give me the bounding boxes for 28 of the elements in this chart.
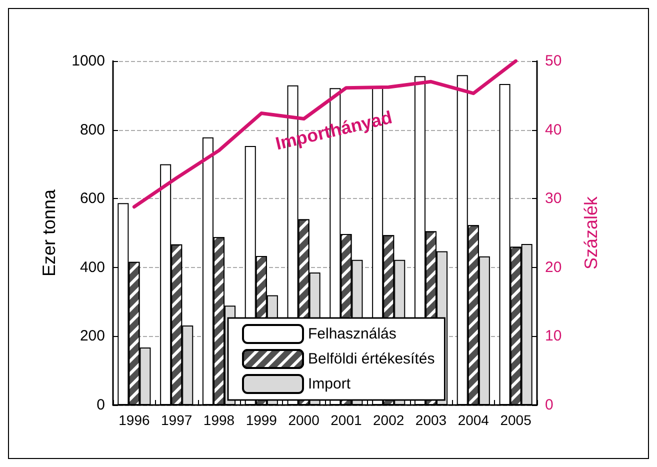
x-tick-label: 1999: [246, 412, 278, 428]
legend-label: Belföldi értékesítés: [308, 350, 435, 368]
x-tick-label: 2005: [500, 412, 532, 428]
x-tick-label: 2003: [415, 412, 447, 428]
y2-tick-label: 20: [545, 258, 562, 276]
x-tick-label: 2001: [330, 412, 362, 428]
legend-label: Felhasználás: [308, 326, 396, 342]
y-tick-label: 200: [80, 328, 105, 345]
y-axis-title: Ezer tonna: [39, 188, 59, 277]
y-tick-label: 400: [80, 258, 105, 276]
y2-tick-label: 50: [545, 52, 562, 70]
x-tick-label: 2002: [373, 412, 404, 428]
y-tick-label: 0: [96, 396, 105, 414]
x-tick-label: 1996: [118, 412, 150, 428]
x-tick-label: 2004: [458, 412, 490, 428]
y2-tick-label: 10: [545, 328, 562, 345]
y-tick-label: 600: [80, 190, 105, 208]
line-series: [132, 59, 518, 209]
y2-tick-label: 40: [545, 121, 562, 138]
y-tick-label: 1000: [72, 52, 105, 70]
y-tick-label: 800: [80, 121, 105, 138]
y2-axis-title: Százalék: [581, 195, 601, 270]
y2-tick-label: 0: [545, 396, 554, 414]
legend-label: Import: [308, 376, 352, 392]
x-tick-label: 2000: [288, 412, 320, 428]
x-tick-label: 1998: [203, 412, 235, 428]
x-tick-label: 1997: [161, 412, 192, 428]
y2-tick-label: 30: [545, 190, 562, 208]
